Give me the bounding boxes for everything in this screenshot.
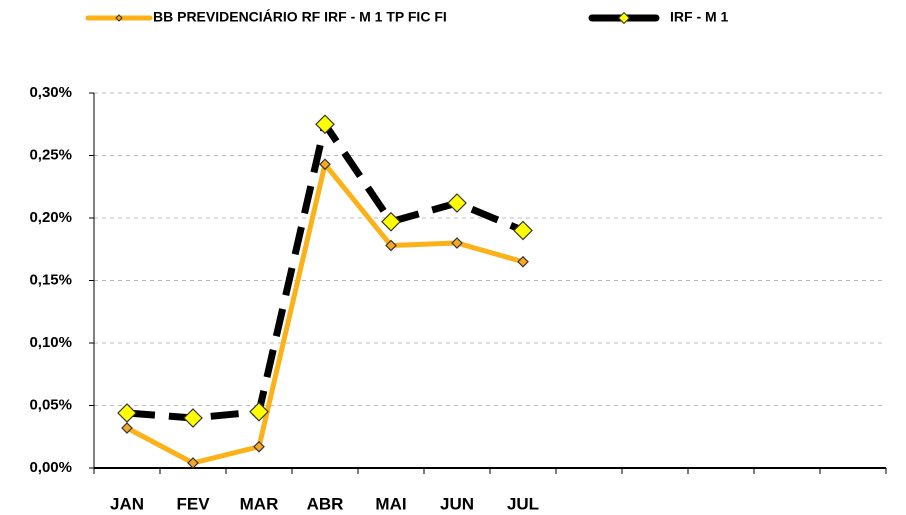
x-tick-label: MAI: [375, 494, 406, 513]
x-tick-label: JAN: [110, 494, 144, 513]
data-marker: [447, 193, 467, 213]
x-tick-label: FEV: [176, 494, 210, 513]
data-marker: [319, 158, 331, 171]
data-marker: [253, 440, 265, 453]
data-marker: [117, 403, 137, 423]
data-marker: [451, 237, 463, 249]
y-tick-label: 0,25%: [29, 146, 72, 163]
y-tick-label: 0,30%: [29, 84, 72, 101]
legend-marker: [617, 11, 631, 25]
data-marker: [315, 114, 335, 135]
y-tick-label: 0,10%: [29, 334, 72, 351]
data-marker: [381, 211, 401, 232]
y-tick-label: 0,05%: [29, 396, 72, 413]
data-marker: [121, 422, 133, 434]
y-tick-label: 0,20%: [29, 209, 72, 226]
data-marker: [183, 408, 203, 428]
y-tick-label: 0,15%: [29, 271, 72, 288]
x-tick-label: MAR: [240, 494, 279, 513]
y-tick-label: 0,00%: [29, 459, 72, 476]
data-marker: [187, 457, 199, 469]
x-tick-label: JUN: [440, 494, 474, 513]
data-marker: [249, 401, 269, 422]
legend-label: BB PREVIDENCIÁRIO RF IRF - M 1 TP FIC FI: [153, 9, 447, 25]
x-tick-label: ABR: [307, 494, 344, 513]
data-marker: [385, 239, 397, 252]
legend-marker: [115, 14, 123, 22]
legend-label: IRF - M 1: [670, 9, 729, 25]
data-marker: [513, 220, 533, 241]
data-marker: [517, 255, 529, 268]
x-tick-label: JUL: [507, 494, 539, 513]
